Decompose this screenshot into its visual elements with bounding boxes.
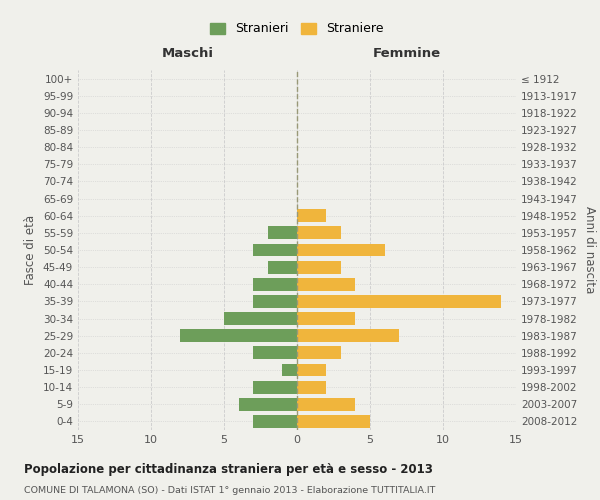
Bar — [268, 226, 297, 239]
Bar — [297, 380, 326, 394]
Bar — [180, 330, 297, 342]
Y-axis label: Fasce di età: Fasce di età — [25, 215, 37, 285]
Bar — [239, 398, 297, 410]
Bar — [297, 346, 341, 360]
Text: COMUNE DI TALAMONA (SO) - Dati ISTAT 1° gennaio 2013 - Elaborazione TUTTITALIA.I: COMUNE DI TALAMONA (SO) - Dati ISTAT 1° … — [24, 486, 436, 495]
Bar — [297, 415, 370, 428]
Text: Femmine: Femmine — [373, 46, 440, 60]
Bar — [253, 380, 297, 394]
Bar — [297, 244, 385, 256]
Bar — [297, 330, 399, 342]
Bar — [253, 415, 297, 428]
Bar — [253, 295, 297, 308]
Bar — [297, 278, 355, 290]
Bar — [297, 226, 341, 239]
Bar — [283, 364, 297, 376]
Bar — [297, 210, 326, 222]
Bar — [224, 312, 297, 325]
Bar — [297, 260, 341, 274]
Y-axis label: Anni di nascita: Anni di nascita — [583, 206, 596, 294]
Legend: Stranieri, Straniere: Stranieri, Straniere — [206, 18, 388, 39]
Bar — [253, 346, 297, 360]
Bar — [297, 364, 326, 376]
Text: Popolazione per cittadinanza straniera per età e sesso - 2013: Popolazione per cittadinanza straniera p… — [24, 462, 433, 475]
Bar — [253, 278, 297, 290]
Bar — [253, 244, 297, 256]
Bar — [297, 312, 355, 325]
Bar — [268, 260, 297, 274]
Text: Maschi: Maschi — [161, 46, 214, 60]
Bar — [297, 295, 502, 308]
Bar — [297, 398, 355, 410]
